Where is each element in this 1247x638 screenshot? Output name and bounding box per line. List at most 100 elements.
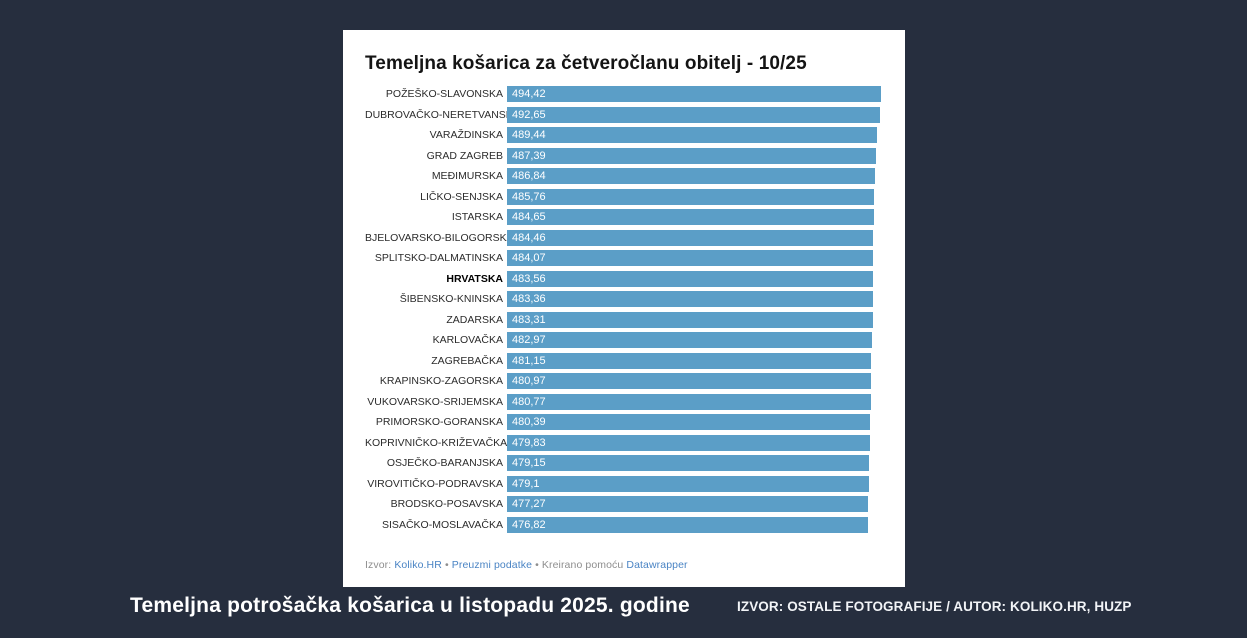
bar-row: VIROVITIČKO-PODRAVSKA 479,1 (365, 474, 881, 495)
bar: 485,76 (507, 188, 875, 205)
bar-category-label: MEĐIMURSKA (431, 170, 503, 183)
download-data-link[interactable]: Preuzmi podatke (451, 559, 533, 571)
bar-track: 480,77 (507, 393, 881, 410)
bar-value-label: 483,36 (512, 293, 546, 306)
bar-value-label: 492,65 (512, 108, 546, 121)
bar-track: 484,07 (507, 250, 881, 267)
bar-track: 477,27 (507, 496, 881, 513)
bar-value-label: 484,46 (512, 231, 546, 244)
bar-value-label: 479,1 (512, 477, 540, 490)
bar: 484,65 (507, 209, 874, 226)
bar-value-label: 486,84 (512, 170, 546, 183)
bar-row: DUBROVAČKO-NERETVANSKA 492,65 (365, 105, 881, 126)
bar-category-label: HRVATSKA (446, 272, 503, 285)
bar-track: 479,15 (507, 455, 881, 472)
bar-value-label: 484,07 (512, 252, 546, 265)
bar-track: 483,31 (507, 311, 881, 328)
bar-row: KRAPINSKO-ZAGORSKA 480,97 (365, 371, 881, 392)
bar-track: 480,39 (507, 414, 881, 431)
bar-row: BRODSKO-POSAVSKA 477,27 (365, 494, 881, 515)
bar: 483,56 (507, 270, 873, 287)
bar-category-label: POŽEŠKO-SLAVONSKA (385, 88, 503, 101)
bar-rows: POŽEŠKO-SLAVONSKA 494,42 DUBROVAČKO-NERETV… (365, 84, 881, 535)
bar-category-label: ISTARSKA (451, 211, 503, 224)
bar-row: KARLOVAČKA 482,97 (365, 330, 881, 351)
bar-value-label: 479,15 (512, 457, 546, 470)
bar-category-label: ŠIBENSKO-KNINSKA (399, 293, 503, 306)
bar: 484,46 (507, 229, 874, 246)
bar-value-label: 479,83 (512, 436, 546, 449)
bar-row: ZADARSKA 483,31 (365, 310, 881, 331)
bar-value-label: 483,56 (512, 272, 546, 285)
bar-category-label: BJELOVARSKO-BILOGORSKA (365, 231, 514, 244)
bar-track: 486,84 (507, 168, 881, 185)
bar-row: GRAD ZAGREB 487,39 (365, 146, 881, 167)
bar-row: ISTARSKA 484,65 (365, 207, 881, 228)
bar-track: 480,97 (507, 373, 881, 390)
bar-track: 489,44 (507, 127, 881, 144)
bar: 483,31 (507, 311, 873, 328)
bar-row: VUKOVARSKO-SRIJEMSKA 480,77 (365, 392, 881, 413)
bar-row: VARAŽDINSKA 489,44 (365, 125, 881, 146)
bar-category-label: ZADARSKA (446, 313, 503, 326)
bar-value-label: 485,76 (512, 190, 546, 203)
bar-row: SISAČKO-MOSLAVAČKA 476,82 (365, 515, 881, 536)
page-credit: IZVOR: OSTALE FOTOGRAFIJE / AUTOR: KOLIK… (737, 599, 1132, 614)
bar-value-label: 481,15 (512, 354, 546, 367)
bar: 484,07 (507, 250, 874, 267)
bar-value-label: 480,39 (512, 416, 546, 429)
datawrapper-link[interactable]: Datawrapper (626, 559, 688, 571)
page-caption: Temeljna potrošačka košarica u listopadu… (130, 594, 690, 617)
bar: 483,36 (507, 291, 873, 308)
bar: 492,65 (507, 106, 880, 123)
bar-category-label: OSJEČKO-BARANJSKA (386, 457, 503, 470)
bar-row: OSJEČKO-BARANJSKA 479,15 (365, 453, 881, 474)
bar-row: BJELOVARSKO-BILOGORSKA 484,46 (365, 228, 881, 249)
bar-row: KOPRIVNIČKO-KRIŽEVAČKA 479,83 (365, 433, 881, 454)
bar-row: HRVATSKA 483,56 (365, 269, 881, 290)
bar-category-label: GRAD ZAGREB (426, 149, 503, 162)
bar-value-label: 477,27 (512, 498, 546, 511)
bar-value-label: 482,97 (512, 334, 546, 347)
bar-value-label: 480,97 (512, 375, 546, 388)
source-link[interactable]: Koliko.HR (394, 559, 442, 571)
bar: 486,84 (507, 168, 876, 185)
bar-category-label: SISAČKO-MOSLAVAČKA (382, 518, 503, 531)
bar-value-label: 487,39 (512, 149, 546, 162)
bar: 480,77 (507, 393, 871, 410)
bar-track: 487,39 (507, 147, 881, 164)
bar: 494,42 (507, 86, 881, 103)
bar-track: 482,97 (507, 332, 881, 349)
bar: 480,39 (507, 414, 871, 431)
bar-value-label: 483,31 (512, 313, 546, 326)
chart-footer: Izvor: Koliko.HR • Preuzmi podatke • Kre… (365, 559, 688, 571)
bar-category-label: VIROVITIČKO-PODRAVSKA (367, 477, 503, 490)
bar-row: MEĐIMURSKA 486,84 (365, 166, 881, 187)
footer-created-with: Kreirano pomoću (541, 559, 624, 571)
bar-track: 484,46 (507, 229, 881, 246)
bar-row: SPLITSKO-DALMATINSKA 484,07 (365, 248, 881, 269)
footer-separator-2: • (535, 559, 539, 571)
bar-track: 476,82 (507, 516, 881, 533)
bar-category-label: SPLITSKO-DALMATINSKA (374, 252, 503, 265)
bar-category-label: KRAPINSKO-ZAGORSKA (379, 375, 503, 388)
bar-track: 481,15 (507, 352, 881, 369)
bar-category-label: BRODSKO-POSAVSKA (390, 498, 503, 511)
bar: 482,97 (507, 332, 873, 349)
bar-category-label: LIČKO-SENJSKA (420, 190, 503, 203)
bar: 479,15 (507, 455, 870, 472)
bar: 476,82 (507, 516, 868, 533)
bar-track: 485,76 (507, 188, 881, 205)
footer-separator: • (444, 559, 449, 571)
bar: 479,1 (507, 475, 870, 492)
bar-row: ZAGREBAČKA 481,15 (365, 351, 881, 372)
bar-row: POŽEŠKO-SLAVONSKA 494,42 (365, 84, 881, 105)
bar-track: 484,65 (507, 209, 881, 226)
bar-track: 494,42 (507, 86, 881, 103)
bar-category-label: DUBROVAČKO-NERETVANSKA (365, 108, 520, 121)
bar-track: 479,83 (507, 434, 881, 451)
bar-value-label: 480,77 (512, 395, 546, 408)
bar: 487,39 (507, 147, 876, 164)
bar-category-label: PRIMORSKO-GORANSKA (375, 416, 503, 429)
bar: 477,27 (507, 496, 869, 513)
